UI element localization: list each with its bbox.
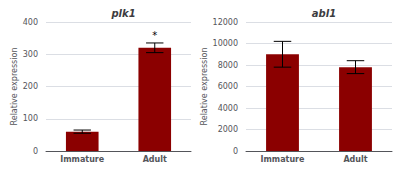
svg-text:100: 100 [23,114,38,123]
svg-text:*: * [152,30,157,41]
svg-text:12000: 12000 [213,18,238,27]
svg-text:Adult: Adult [343,155,367,164]
svg-text:4000: 4000 [218,104,238,113]
svg-text:Adult: Adult [143,155,167,164]
svg-text:6000: 6000 [218,82,238,91]
svg-text:0: 0 [33,147,38,156]
svg-text:8000: 8000 [218,61,238,70]
svg-text:plk1: plk1 [110,8,135,19]
svg-text:abl1: abl1 [312,8,336,19]
svg-text:0: 0 [233,147,238,156]
svg-text:200: 200 [23,82,38,91]
svg-text:Relative expression: Relative expression [200,48,209,126]
svg-text:10000: 10000 [213,39,238,48]
svg-text:Immature: Immature [261,155,306,164]
svg-text:2000: 2000 [218,125,238,134]
svg-text:Immature: Immature [60,155,105,164]
svg-text:400: 400 [23,18,38,27]
svg-text:300: 300 [23,50,38,59]
svg-text:Relative expression: Relative expression [10,48,19,126]
